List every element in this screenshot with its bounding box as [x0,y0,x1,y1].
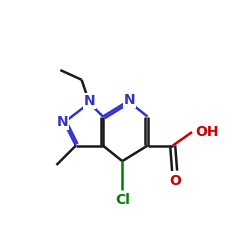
Text: N: N [84,94,95,108]
Text: N: N [56,116,68,130]
Text: N: N [123,93,135,107]
Text: Cl: Cl [115,193,130,207]
Text: O: O [170,174,181,188]
Text: OH: OH [195,125,218,139]
